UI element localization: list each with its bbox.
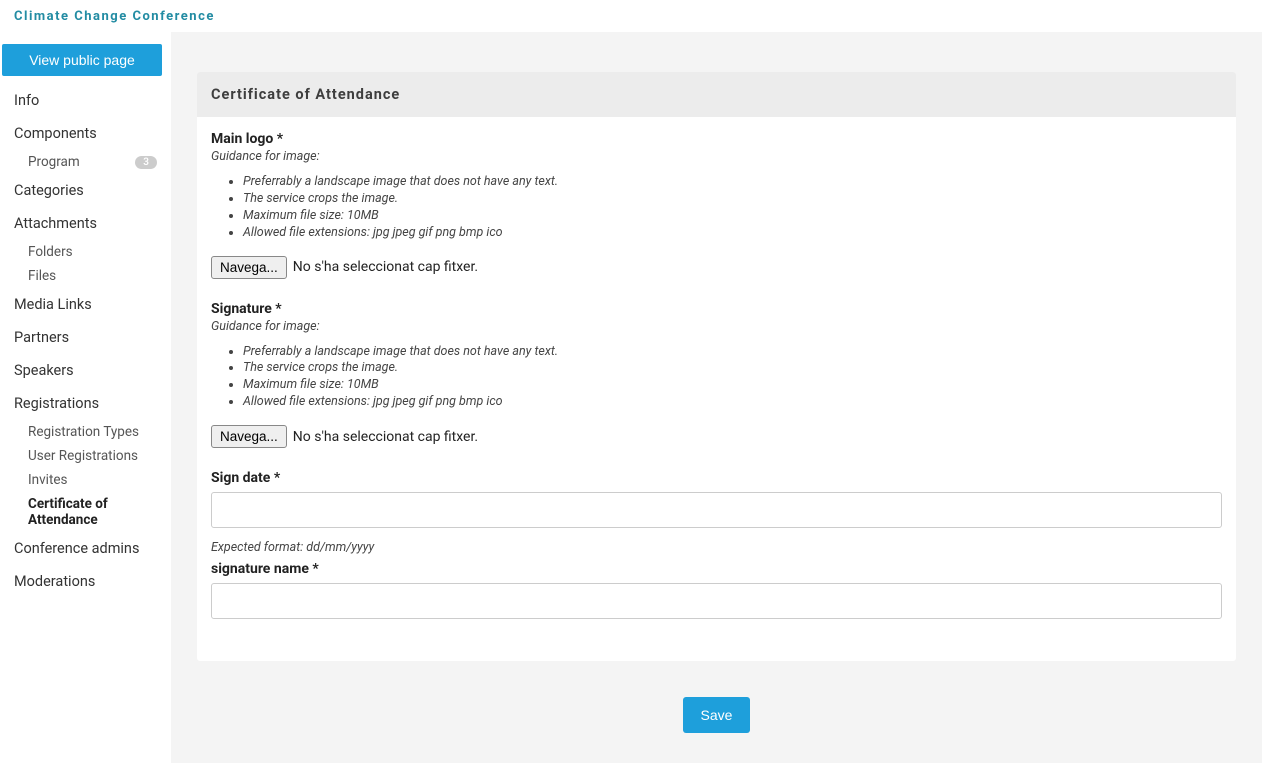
sidebar-item-moderations[interactable]: Moderations [0, 565, 171, 598]
main-content: Certificate of Attendance Main logo * Gu… [171, 32, 1262, 763]
sidebar-item-invites[interactable]: Invites [0, 468, 171, 492]
signature-label: Signature * [211, 301, 1222, 317]
sidebar-item-components[interactable]: Components [0, 117, 171, 150]
panel-body: Main logo * Guidance for image: Preferra… [197, 117, 1236, 661]
program-count-badge: 3 [135, 156, 157, 169]
sidebar-item-categories[interactable]: Categories [0, 174, 171, 207]
certificate-panel: Certificate of Attendance Main logo * Gu… [197, 72, 1236, 661]
sidebar-item-certificate[interactable]: Certificate of Attendance [0, 492, 171, 532]
main-logo-file-status: No s'ha seleccionat cap fitxer. [293, 259, 478, 275]
signature-file-row: Navega... No s'ha seleccionat cap fitxer… [211, 425, 1222, 448]
sign-date-input[interactable] [211, 492, 1222, 528]
guidance-item: Preferrably a landscape image that does … [243, 344, 1222, 361]
signature-guidance-list: Preferrably a landscape image that does … [211, 344, 1222, 412]
save-row: Save [197, 697, 1236, 733]
sidebar-item-registrations[interactable]: Registrations [0, 387, 171, 420]
guidance-item: Allowed file extensions: jpg jpeg gif pn… [243, 394, 1222, 411]
guidance-item: The service crops the image. [243, 191, 1222, 208]
signature-file-status: No s'ha seleccionat cap fitxer. [293, 429, 478, 445]
sidebar-item-attachments[interactable]: Attachments [0, 207, 171, 240]
guidance-item: Preferrably a landscape image that does … [243, 174, 1222, 191]
guidance-item: The service crops the image. [243, 360, 1222, 377]
guidance-item: Allowed file extensions: jpg jpeg gif pn… [243, 225, 1222, 242]
sidebar-item-info[interactable]: Info [0, 84, 171, 117]
sidebar-item-program[interactable]: Program 3 [0, 150, 171, 174]
sidebar: View public page Info Components Program… [0, 32, 171, 763]
view-public-page-button[interactable]: View public page [2, 44, 162, 76]
sign-date-label: Sign date * [211, 470, 1222, 486]
main-logo-label: Main logo * [211, 131, 1222, 147]
top-header: Climate Change Conference [0, 0, 1262, 32]
sidebar-item-conference-admins[interactable]: Conference admins [0, 532, 171, 565]
main-logo-browse-button[interactable]: Navega... [211, 256, 287, 279]
sidebar-item-media-links[interactable]: Media Links [0, 288, 171, 321]
main-logo-file-row: Navega... No s'ha seleccionat cap fitxer… [211, 256, 1222, 279]
main-logo-guidance-label: Guidance for image: [211, 149, 1222, 164]
guidance-item: Maximum file size: 10MB [243, 377, 1222, 394]
panel-title: Certificate of Attendance [197, 72, 1236, 117]
layout: View public page Info Components Program… [0, 32, 1262, 763]
main-logo-guidance-list: Preferrably a landscape image that does … [211, 174, 1222, 242]
signature-guidance-label: Guidance for image: [211, 319, 1222, 334]
save-button[interactable]: Save [683, 697, 751, 733]
sidebar-item-program-label: Program [28, 154, 80, 170]
conference-title[interactable]: Climate Change Conference [14, 9, 215, 24]
guidance-item: Maximum file size: 10MB [243, 208, 1222, 225]
sidebar-item-partners[interactable]: Partners [0, 321, 171, 354]
sidebar-item-user-registrations[interactable]: User Registrations [0, 444, 171, 468]
sign-date-format-hint: Expected format: dd/mm/yyyy [211, 540, 1222, 555]
signature-name-label: signature name * [211, 561, 1222, 577]
sidebar-item-registration-types[interactable]: Registration Types [0, 420, 171, 444]
sidebar-item-files[interactable]: Files [0, 264, 171, 288]
signature-browse-button[interactable]: Navega... [211, 425, 287, 448]
sidebar-item-speakers[interactable]: Speakers [0, 354, 171, 387]
sidebar-item-folders[interactable]: Folders [0, 240, 171, 264]
signature-name-input[interactable] [211, 583, 1222, 619]
